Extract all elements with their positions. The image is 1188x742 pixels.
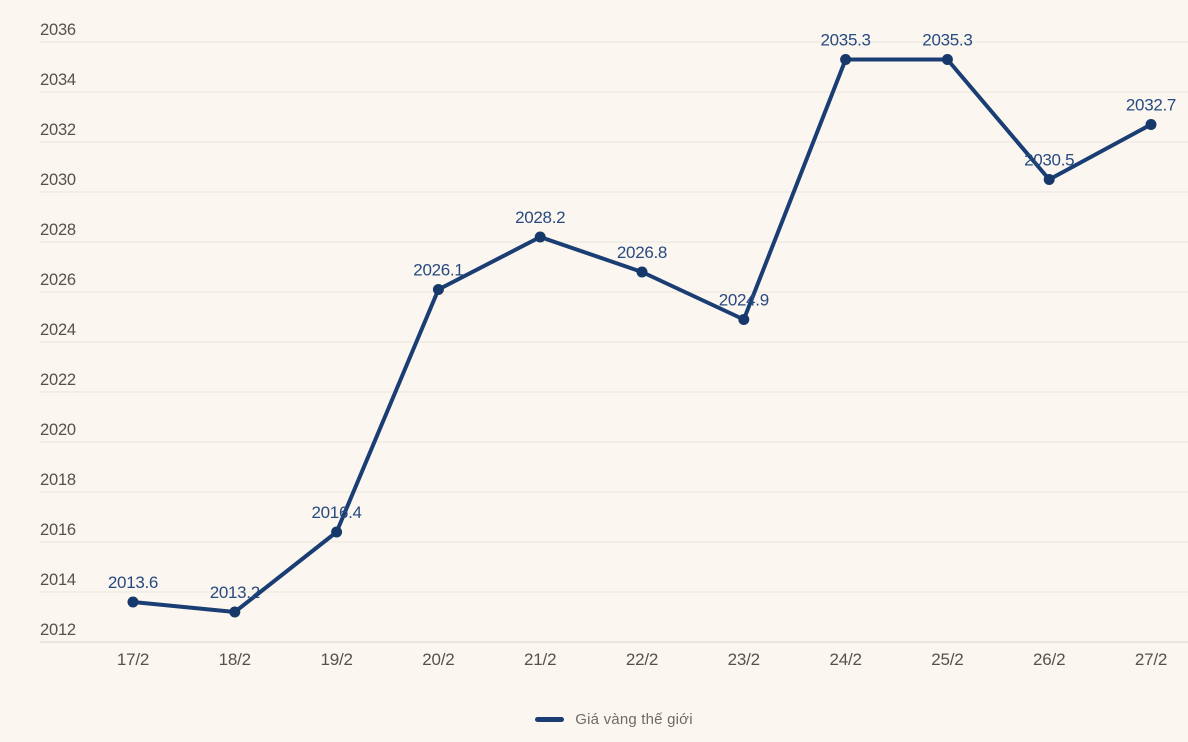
data-point-label: 2026.1 bbox=[413, 261, 463, 280]
y-axis-tick: 2032 bbox=[40, 121, 76, 139]
y-axis-tick: 2034 bbox=[40, 71, 76, 89]
x-axis-tick: 22/2 bbox=[626, 650, 658, 669]
y-axis-tick: 2024 bbox=[40, 321, 76, 339]
data-point-label: 2013.6 bbox=[108, 573, 158, 592]
x-axis-tick: 18/2 bbox=[219, 650, 251, 669]
y-axis-tick: 2018 bbox=[40, 471, 76, 489]
x-axis-tick: 17/2 bbox=[117, 650, 149, 669]
y-axis-tick: 2012 bbox=[40, 621, 76, 639]
x-axis-tick: 19/2 bbox=[320, 650, 352, 669]
y-axis-tick: 2016 bbox=[40, 521, 76, 539]
x-axis-tick: 21/2 bbox=[524, 650, 556, 669]
data-point-label: 2035.3 bbox=[820, 31, 870, 50]
data-point-label: 2016.4 bbox=[311, 503, 361, 522]
x-axis-tick: 24/2 bbox=[829, 650, 861, 669]
data-point-label: 2024.9 bbox=[719, 291, 769, 310]
data-point[interactable] bbox=[738, 314, 750, 325]
x-axis-tick: 27/2 bbox=[1135, 650, 1167, 669]
data-point[interactable] bbox=[941, 54, 953, 65]
data-point[interactable] bbox=[840, 54, 852, 65]
x-axis-tick: 25/2 bbox=[931, 650, 963, 669]
data-point[interactable] bbox=[432, 284, 444, 295]
x-axis-tick: 20/2 bbox=[422, 650, 454, 669]
data-point-label: 2028.2 bbox=[515, 208, 565, 227]
y-axis-tick: 2028 bbox=[40, 221, 76, 239]
data-point[interactable] bbox=[1043, 174, 1055, 185]
x-axis-tick: 23/2 bbox=[728, 650, 760, 669]
legend-item-gold-price[interactable]: Giá vàng thế giới bbox=[535, 711, 693, 728]
data-point-label: 2030.5 bbox=[1024, 151, 1074, 170]
data-point[interactable] bbox=[534, 231, 546, 243]
data-point-label: 2026.8 bbox=[617, 243, 667, 262]
y-axis-tick: 2030 bbox=[40, 171, 76, 189]
y-axis-tick: 2036 bbox=[40, 21, 76, 39]
data-point[interactable] bbox=[331, 526, 343, 538]
y-axis-tick: 2014 bbox=[40, 571, 76, 589]
data-point-label: 2035.3 bbox=[922, 31, 972, 50]
legend-label: Giá vàng thế giới bbox=[575, 711, 693, 728]
y-axis-tick: 2022 bbox=[40, 371, 76, 389]
data-point[interactable] bbox=[229, 606, 241, 618]
data-point[interactable] bbox=[636, 266, 648, 278]
data-point[interactable] bbox=[1145, 119, 1157, 130]
data-point[interactable] bbox=[127, 596, 139, 608]
legend: Giá vàng thế giới bbox=[40, 711, 1188, 728]
data-point-label: 2032.7 bbox=[1126, 96, 1176, 115]
x-axis-tick: 26/2 bbox=[1033, 650, 1065, 669]
y-axis-tick: 2020 bbox=[40, 421, 76, 439]
legend-line-marker-icon bbox=[535, 717, 565, 722]
y-axis-tick: 2026 bbox=[40, 271, 76, 289]
data-point-label: 2013.2 bbox=[210, 583, 260, 602]
